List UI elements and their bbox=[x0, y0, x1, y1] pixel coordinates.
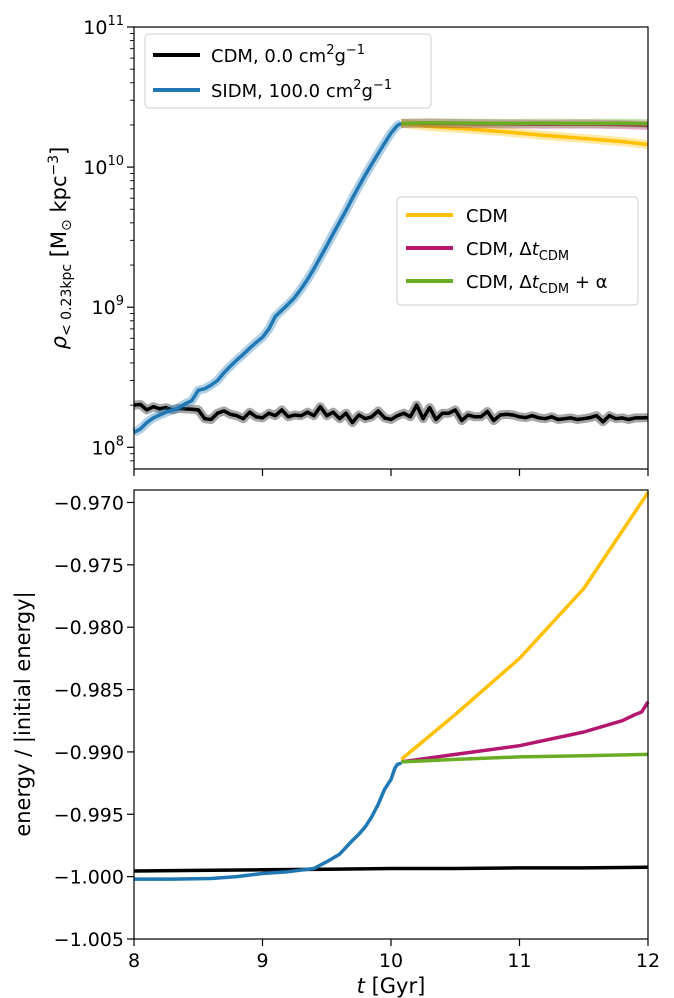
top-ytick-label: 1010 bbox=[83, 154, 124, 179]
legend-center-right: CDM CDM, ΔtCDM CDM, ΔtCDM + α bbox=[396, 196, 639, 306]
bottom-plot-frame bbox=[133, 489, 649, 940]
ylabel-sup: −3 bbox=[46, 155, 62, 176]
bottom-ytick-label: −0.980 bbox=[54, 617, 124, 639]
bottom-ytick-label: −0.995 bbox=[54, 804, 124, 826]
bottom-series-group bbox=[133, 491, 650, 881]
top-ytick-label: 1011 bbox=[83, 14, 124, 39]
bottom-series-sidm-100-0-cm-g bbox=[134, 761, 402, 881]
top-series-cdm-tcdm bbox=[401, 121, 649, 126]
bottom-y-axis-label: energy / |initial energy| bbox=[11, 591, 36, 836]
ylabel-sun: ⊙ bbox=[59, 219, 75, 231]
ylabel-close: ] bbox=[47, 147, 71, 155]
legend-top-left: CDM, 0.0 cm2g−1 SIDM, 100.0 cm2g−1 bbox=[144, 33, 432, 109]
bottom-ytick-label: −0.985 bbox=[54, 680, 124, 702]
bottom-ytick-label: −1.000 bbox=[54, 867, 124, 889]
top-x-ticks bbox=[133, 469, 649, 476]
bottom-ytick-label: −0.990 bbox=[54, 742, 124, 764]
bottom-series-cdm-0-0-cm-g bbox=[133, 865, 649, 873]
bottom-series-cdm-tcdm bbox=[401, 752, 649, 764]
legend-entry-cdm-0: CDM, 0.0 cm2g−1 bbox=[211, 43, 365, 67]
legend-center-right-box bbox=[396, 196, 639, 306]
top-series-sidm-100-0-cm-g bbox=[133, 121, 403, 434]
bottom-y-ticks: −0.970 −0.975 −0.980 −0.985 −0.990 −0.995 −1.0… bbox=[54, 492, 134, 951]
top-ytick-label: 109 bbox=[92, 294, 124, 319]
top-ytick-label: 108 bbox=[92, 434, 124, 459]
bottom-xtick-label: 11 bbox=[507, 950, 531, 972]
legend-entry-cdm: CDM bbox=[466, 206, 508, 227]
bottom-x-axis-label: t [Gyr] bbox=[357, 974, 426, 998]
top-plot-frame bbox=[133, 26, 649, 470]
bottom-series-cdm bbox=[400, 491, 650, 761]
legend-entry-cdm-dt: CDM, ΔtCDM bbox=[466, 239, 569, 264]
top-panel-density: 108 109 1010 1011 ρ< 0.23kpc [M⊙ kpc−3] CDM… bbox=[46, 14, 649, 476]
top-y-ticks: 108 109 1010 1011 bbox=[83, 14, 134, 462]
ylabel-mid: kpc bbox=[47, 176, 71, 220]
top-series-group bbox=[131, 118, 649, 437]
bottom-ytick-label: −0.970 bbox=[54, 492, 124, 514]
bottom-xtick-label: 12 bbox=[636, 950, 660, 972]
bottom-plot-background bbox=[134, 490, 648, 939]
ylabel-sub: < 0.23kpc bbox=[59, 264, 75, 336]
ylabel-rho: ρ bbox=[47, 335, 71, 349]
top-series-cdm bbox=[401, 121, 649, 147]
legend-entry-cdm-dt-alpha: CDM, ΔtCDM + α bbox=[466, 272, 607, 297]
bottom-x-ticks: 8 9 10 11 12 bbox=[128, 939, 660, 972]
legend-top-left-box bbox=[144, 33, 432, 109]
bottom-ytick-label: −1.005 bbox=[54, 929, 124, 951]
ylabel-open: [M bbox=[47, 231, 71, 264]
top-y-axis-label: ρ< 0.23kpc [M⊙ kpc−3] bbox=[46, 147, 75, 350]
bottom-xtick-label: 9 bbox=[256, 950, 268, 972]
bottom-panel-energy: −0.970 −0.975 −0.980 −0.985 −0.990 −0.995 −1.0… bbox=[11, 489, 660, 998]
bottom-xtick-label: 10 bbox=[379, 950, 403, 972]
legend-entry-sidm-100: SIDM, 100.0 cm2g−1 bbox=[211, 78, 392, 102]
bottom-ytick-label: −0.975 bbox=[54, 555, 124, 577]
bottom-series-cdm-tcdm bbox=[401, 701, 650, 764]
top-series-cdm-0-0-cm-g bbox=[133, 402, 649, 425]
bottom-xtick-label: 8 bbox=[128, 950, 140, 972]
